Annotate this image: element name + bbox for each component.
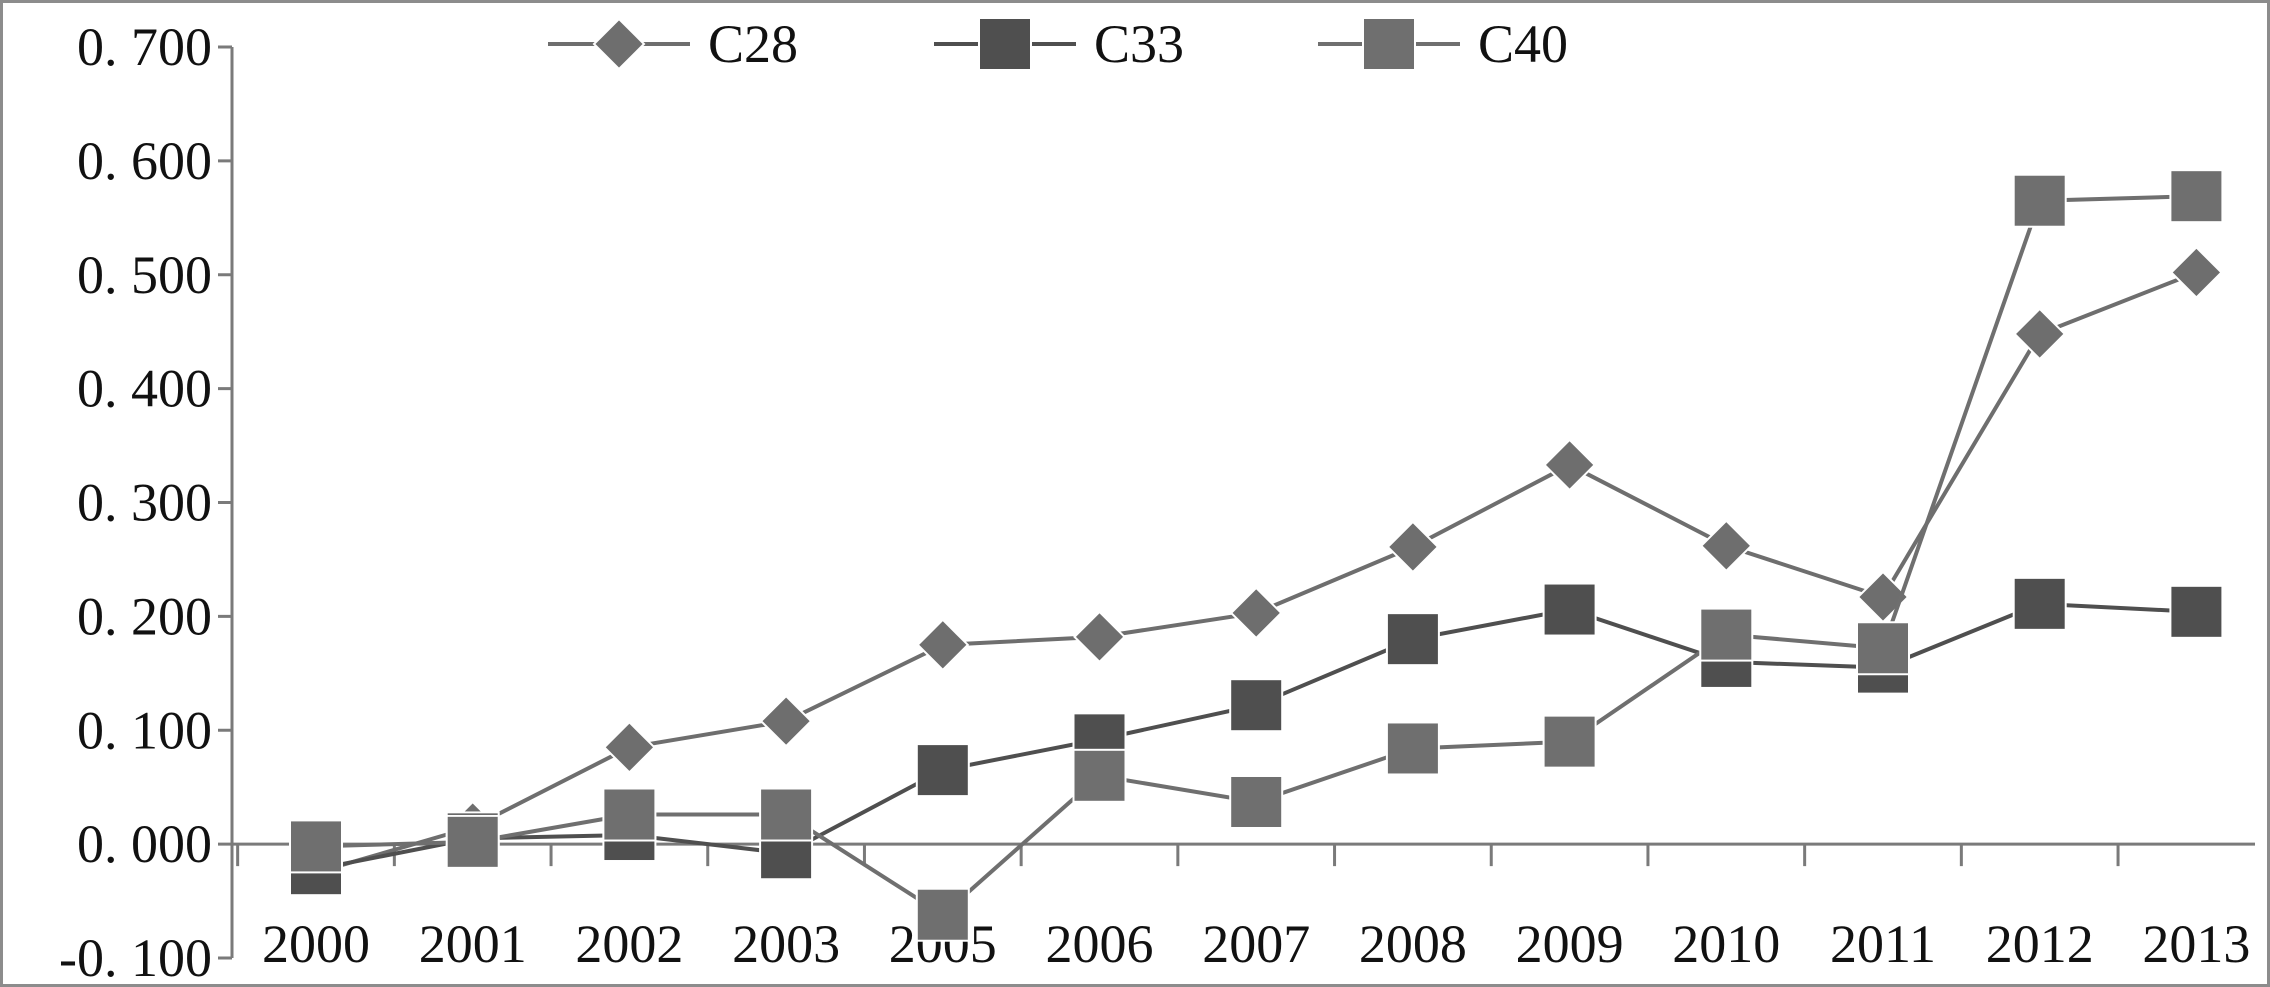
series-c40-point [1699, 607, 1754, 662]
series-c40-point [2169, 169, 2224, 224]
x-tick-label: 2009 [1516, 914, 1624, 974]
legend-item-c33: C33 [934, 14, 1184, 74]
y-tick-label: 0. 500 [77, 245, 212, 305]
series-c28-point [759, 694, 813, 748]
series-c28-point [2169, 246, 2223, 299]
series-c40-point [289, 819, 343, 874]
y-tick-label: 0. 400 [77, 359, 212, 419]
series-c33-point [915, 743, 970, 798]
series-c40-point [1856, 621, 1910, 676]
x-tick-label: 2013 [2142, 914, 2250, 974]
y-tick-label: 0. 100 [77, 700, 212, 760]
x-tick-label: 2001 [419, 914, 527, 974]
series-c28-point [2013, 307, 2067, 361]
x-tick-label: 2011 [1830, 914, 1936, 974]
series-c40-point [759, 787, 814, 842]
y-tick-label: 0. 700 [77, 17, 212, 77]
series-c33-point [1229, 678, 1284, 733]
series-c33-point [2012, 576, 2067, 631]
series-c33-point [1542, 582, 1597, 637]
x-tick-label: 2003 [732, 914, 840, 974]
x-tick-label: 2008 [1359, 914, 1467, 974]
legend-c33-marker [978, 17, 1032, 71]
series-c40-point [915, 887, 970, 942]
x-tick-label: 2012 [1986, 914, 2094, 974]
series-c40 [289, 169, 2224, 942]
x-tick-label: 2010 [1672, 914, 1780, 974]
series-c28-point [1386, 520, 1440, 574]
series-c28-point [1699, 519, 1753, 573]
legend-c40-marker [1362, 17, 1416, 71]
x-tick-label: 2007 [1202, 914, 1310, 974]
x-tick-label: 2006 [1046, 914, 1154, 974]
legend-c28-label: C28 [708, 14, 798, 74]
x-tick-label: 2002 [575, 914, 683, 974]
series-c40-point [1542, 714, 1597, 769]
legend-c28-marker [592, 17, 646, 71]
series-c40-point [2012, 173, 2067, 228]
series-c33-point [2169, 584, 2224, 639]
series-c40-point [602, 787, 657, 842]
y-tick-label: 0. 600 [77, 131, 212, 191]
legend-item-c40: C40 [1318, 14, 1568, 74]
y-tick-label: 0. 000 [77, 814, 212, 874]
legend-item-c28: C28 [548, 14, 798, 74]
y-tick-label: 0. 200 [77, 586, 212, 646]
series-c40-point [1229, 774, 1284, 829]
x-tick-label: 2000 [262, 914, 370, 974]
series-c33-point [1385, 612, 1440, 667]
series-c28-point [916, 618, 970, 672]
series-c28-point [602, 720, 656, 774]
legend-c40-label: C40 [1478, 14, 1568, 74]
y-tick-label: -0. 100 [59, 928, 212, 987]
series-c40-point [1072, 748, 1127, 803]
series-c28-point [1073, 610, 1126, 664]
series-c28-point [1543, 438, 1597, 492]
series-c40-point [445, 814, 500, 869]
y-tick-label: 0. 300 [77, 473, 212, 533]
series-c28-point [1229, 586, 1283, 640]
series-c40-point [1385, 721, 1440, 776]
legend-c33-label: C33 [1094, 14, 1184, 74]
